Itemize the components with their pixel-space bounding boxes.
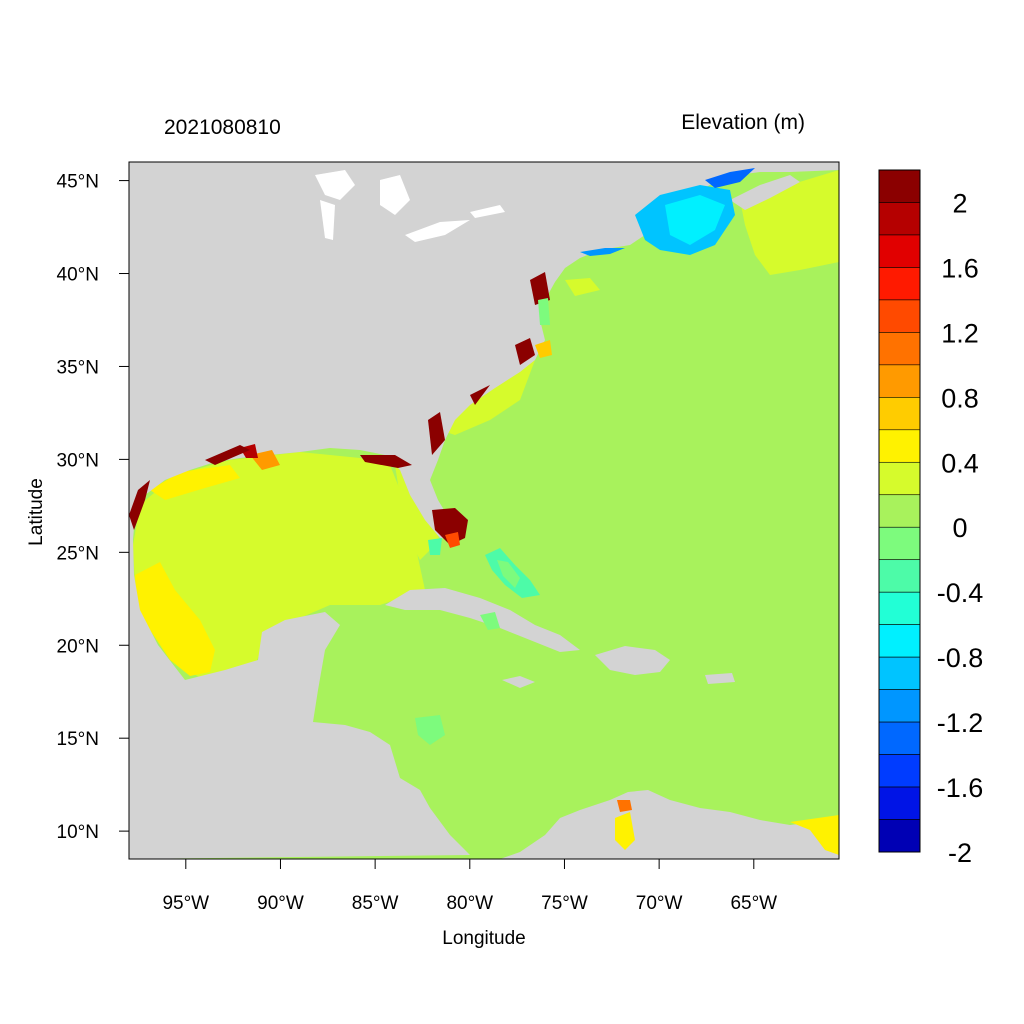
colorbar-swatch bbox=[878, 754, 921, 788]
map-plot-area bbox=[129, 162, 839, 859]
y-tick-label: 40°N bbox=[57, 265, 99, 286]
colorbar-swatch bbox=[878, 559, 921, 593]
y-tick-label: 25°N bbox=[57, 543, 99, 564]
x-tick-label: 70°W bbox=[636, 893, 683, 914]
maracaibo-surge-region bbox=[615, 812, 635, 850]
chesapeake-bay-region bbox=[538, 298, 550, 325]
south-florida-high-surge bbox=[432, 508, 468, 545]
coastal-inundation-fringe bbox=[129, 272, 550, 530]
colorbar-swatch bbox=[878, 202, 921, 236]
lake-superior bbox=[315, 170, 355, 200]
gulf-of-maine-cyan-region bbox=[665, 195, 725, 245]
x-tick-label: 65°W bbox=[730, 893, 777, 914]
colorbar-swatch bbox=[878, 267, 921, 301]
mexico-coast-high-region bbox=[135, 562, 215, 676]
y-tick-label: 35°N bbox=[57, 357, 99, 378]
louisiana-coast-high-region bbox=[150, 465, 240, 500]
y-axis-label: Latitude bbox=[26, 478, 47, 546]
map-left-title: 2021080810 bbox=[164, 116, 281, 139]
y-tick-label: 30°N bbox=[57, 450, 99, 471]
west-florida-shelf-region bbox=[395, 465, 440, 560]
colorbar-label: -1.2 bbox=[937, 708, 984, 738]
colorbar-swatch bbox=[878, 721, 921, 755]
colorbar-swatch bbox=[878, 364, 921, 398]
x-tick-label: 95°W bbox=[162, 893, 209, 914]
land-puerto-rico bbox=[705, 673, 735, 684]
colorbar-label: 0 bbox=[952, 513, 967, 543]
colorbar-label: 0.4 bbox=[941, 448, 979, 478]
x-tick-label: 75°W bbox=[541, 893, 588, 914]
bay-of-fundy-negative-region bbox=[705, 168, 755, 188]
y-tick-label: 20°N bbox=[57, 636, 99, 657]
colorbar-swatch bbox=[878, 299, 921, 333]
colorbar-label: 0.8 bbox=[941, 383, 979, 413]
delaware-bay-region bbox=[565, 278, 600, 296]
maracaibo-peak-region bbox=[617, 800, 632, 812]
colorbar-label: 2 bbox=[952, 188, 967, 218]
y-tick-label: 45°N bbox=[57, 172, 99, 193]
cuba-coast-negative-region bbox=[480, 612, 500, 630]
colorbar-swatch bbox=[878, 786, 921, 820]
colorbar-swatch bbox=[878, 332, 921, 366]
lake-huron bbox=[380, 175, 410, 215]
lake-erie bbox=[405, 220, 470, 242]
colorbar-swatch bbox=[878, 656, 921, 690]
colorbar-label: 1.6 bbox=[941, 253, 979, 283]
y-tick-label: 10°N bbox=[57, 822, 99, 843]
x-tick-label: 80°W bbox=[446, 893, 493, 914]
x-axis: 95°W 90°W 85°W 80°W 75°W 70°W 65°W bbox=[162, 859, 777, 914]
colorbar-label: -2 bbox=[948, 838, 972, 868]
x-tick-label: 85°W bbox=[352, 893, 399, 914]
colorbar-swatch bbox=[878, 429, 921, 463]
plot-frame bbox=[128, 161, 840, 860]
louisiana-coast-surge bbox=[250, 450, 280, 470]
colorbar-swatch bbox=[878, 494, 921, 528]
land-nova-scotia bbox=[730, 175, 800, 210]
lake-ontario bbox=[470, 205, 505, 218]
florida-keys-high-surge bbox=[445, 532, 460, 548]
land-masses bbox=[129, 162, 839, 859]
colorbar-swatch bbox=[878, 397, 921, 431]
colorbar-swatch bbox=[878, 624, 921, 658]
x-axis-label: Longitude bbox=[442, 928, 525, 949]
great-lakes bbox=[315, 170, 505, 242]
x-tick-label: 90°W bbox=[257, 893, 304, 914]
bahamas-inner-region bbox=[497, 560, 520, 588]
colorbar-swatch bbox=[878, 819, 921, 853]
y-tick-label: 15°N bbox=[57, 729, 99, 750]
colorbar-swatch bbox=[878, 169, 921, 203]
colorbar-label: -0.4 bbox=[937, 578, 984, 608]
land-north-america bbox=[129, 162, 839, 859]
map-right-title: Elevation (m) bbox=[681, 111, 805, 134]
colorbar-swatch bbox=[878, 526, 921, 561]
colorbar-swatch bbox=[878, 689, 921, 723]
colorbar-label: -0.8 bbox=[937, 643, 984, 673]
southeast-coast-region bbox=[440, 360, 535, 435]
colorbar-label: 1.2 bbox=[941, 318, 979, 348]
colorbar-swatch bbox=[878, 461, 921, 496]
gulf-of-mexico-region bbox=[133, 452, 425, 678]
nicaragua-shelf-negative-region bbox=[415, 715, 445, 745]
land-south-america bbox=[500, 790, 839, 859]
colorbar: 2 1.6 1.2 0.8 0.4 0 -0.4 -0.8 -1.2 -1.6 -2 bbox=[878, 169, 984, 868]
y-axis: 45°N 40°N 35°N 30°N 25°N 20°N 15°N 10°N bbox=[57, 172, 129, 843]
colorbar-frame bbox=[878, 169, 921, 853]
guyana-coast-positive-region bbox=[790, 815, 839, 855]
land-cuba bbox=[385, 588, 580, 652]
land-hispaniola bbox=[595, 646, 670, 675]
land-jamaica bbox=[502, 676, 535, 688]
colorbar-swatch bbox=[878, 234, 921, 268]
pamlico-sound-region bbox=[535, 340, 552, 358]
colorbar-swatch bbox=[878, 591, 921, 625]
lake-michigan bbox=[320, 200, 335, 240]
colorbar-label: -1.6 bbox=[937, 773, 984, 803]
florida-bay-negative-region bbox=[428, 538, 442, 555]
long-island-sound-negative-region bbox=[580, 248, 625, 256]
